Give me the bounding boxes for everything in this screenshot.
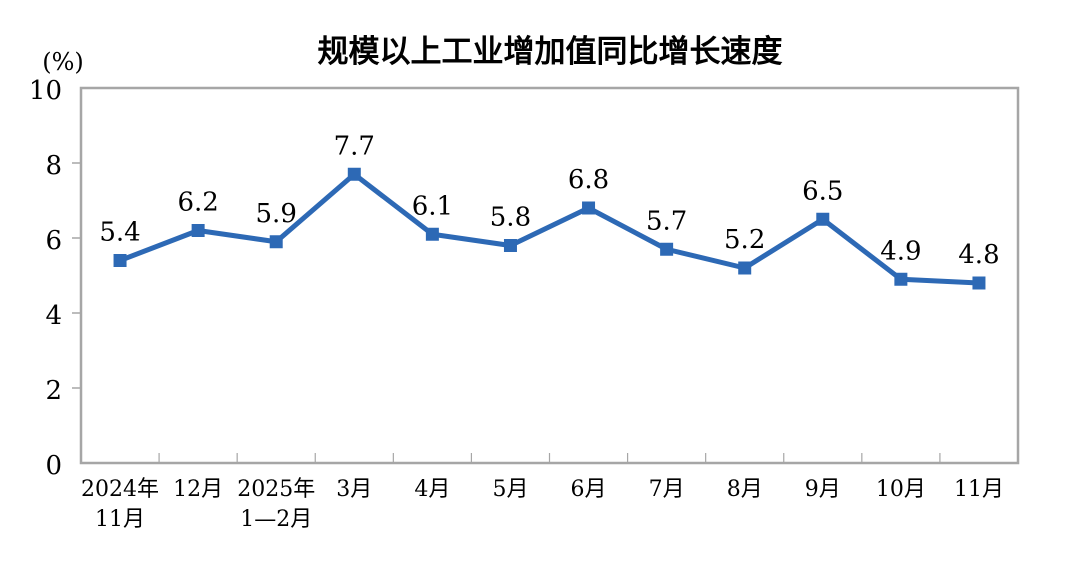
x-axis-label: 2025年 xyxy=(237,477,315,502)
data-point-label: 5.9 xyxy=(256,199,297,229)
x-axis-label: 4月 xyxy=(414,477,450,502)
data-point-label: 6.8 xyxy=(568,165,609,195)
chart-title: 规模以上工业增加值同比增长速度 xyxy=(318,34,783,70)
y-axis-tick-label: 6 xyxy=(45,226,62,256)
data-point-marker xyxy=(972,276,986,290)
plot-area: 0 2 4 6 8 10 2024年 11月 12月 2025年 1—2月 3月 4月 5月 6月 7月 8月 9… xyxy=(29,76,1020,532)
x-axis-label: 6月 xyxy=(571,477,607,502)
x-axis-label: 8月 xyxy=(727,477,763,502)
data-point-label: 4.9 xyxy=(880,236,921,266)
y-axis-tick-label: 4 xyxy=(45,301,62,331)
data-point-label: 6.1 xyxy=(412,191,453,221)
data-point-marker xyxy=(425,227,439,241)
x-axis-label: 11月 xyxy=(95,507,145,532)
data-point-marker xyxy=(113,254,127,267)
y-axis-tick-label: 10 xyxy=(29,76,62,106)
data-point-marker xyxy=(191,224,205,237)
data-point-marker xyxy=(738,261,752,275)
series-line xyxy=(117,171,982,286)
y-axis-tick-label: 0 xyxy=(45,451,62,481)
data-point-marker xyxy=(582,201,596,215)
data-point-marker xyxy=(660,242,674,256)
data-point-marker xyxy=(347,167,361,181)
data-point-marker xyxy=(894,272,908,286)
data-point-marker xyxy=(269,235,283,249)
x-axis-label: 11月 xyxy=(954,477,1004,502)
data-point-marker xyxy=(816,212,830,226)
data-point-label: 4.8 xyxy=(958,240,999,270)
x-axis-label: 5月 xyxy=(492,477,528,502)
y-axis-unit-label: (%) xyxy=(42,48,84,76)
data-point-label: 7.7 xyxy=(334,131,375,161)
x-axis-label: 10月 xyxy=(876,477,926,502)
x-axis-label: 3月 xyxy=(336,477,372,502)
x-axis-label: 9月 xyxy=(805,477,841,502)
x-axis-label: 2024年 xyxy=(81,477,159,502)
x-axis-label: 1—2月 xyxy=(240,507,312,532)
x-axis-label: 7月 xyxy=(649,477,685,502)
data-point-label: 5.2 xyxy=(724,225,765,255)
plot-border xyxy=(79,86,1020,465)
x-axis-label: 12月 xyxy=(173,477,223,502)
data-point-label: 5.7 xyxy=(646,206,687,236)
data-point-label: 6.5 xyxy=(802,176,843,206)
data-point-label: 5.8 xyxy=(490,203,531,233)
data-point-marker xyxy=(503,239,517,252)
data-point-label: 5.4 xyxy=(99,218,140,248)
y-axis-tick-label: 8 xyxy=(45,151,62,181)
data-point-label: 6.2 xyxy=(177,188,218,218)
y-axis-tick-label: 2 xyxy=(45,376,62,406)
